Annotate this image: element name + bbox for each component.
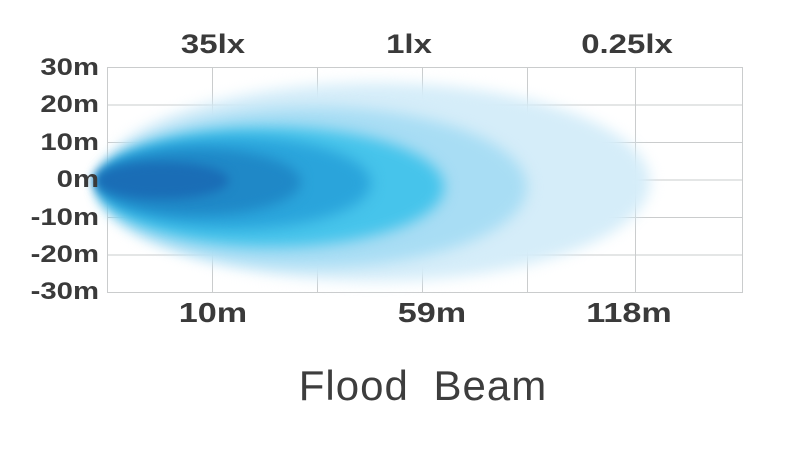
chart-title: Flood Beam [298,362,548,409]
y-axis-tick-20m: 20m [40,91,99,118]
x-axis-tick-59m: 59m [397,297,467,328]
top-axis-tick-1lx: 1lx [386,29,432,59]
y-axis-tick-neg10m: -10m [30,204,99,231]
top-axis-tick-35lx: 35lx [180,29,246,59]
y-axis-tick-30m: 30m [40,54,99,81]
y-axis-tick-neg30m: -30m [30,278,99,305]
y-axis-tick-neg20m: -20m [30,241,99,268]
plot-area [107,67,743,293]
x-axis-tick-118m: 118m [586,297,672,328]
y-axis-tick-10m: 10m [40,129,99,156]
top-axis-tick-025lx: 0.25lx [581,29,673,59]
x-axis-tick-10m: 10m [178,297,248,328]
grid-lines [107,67,743,293]
y-axis-tick-0m: 0m [56,166,99,193]
